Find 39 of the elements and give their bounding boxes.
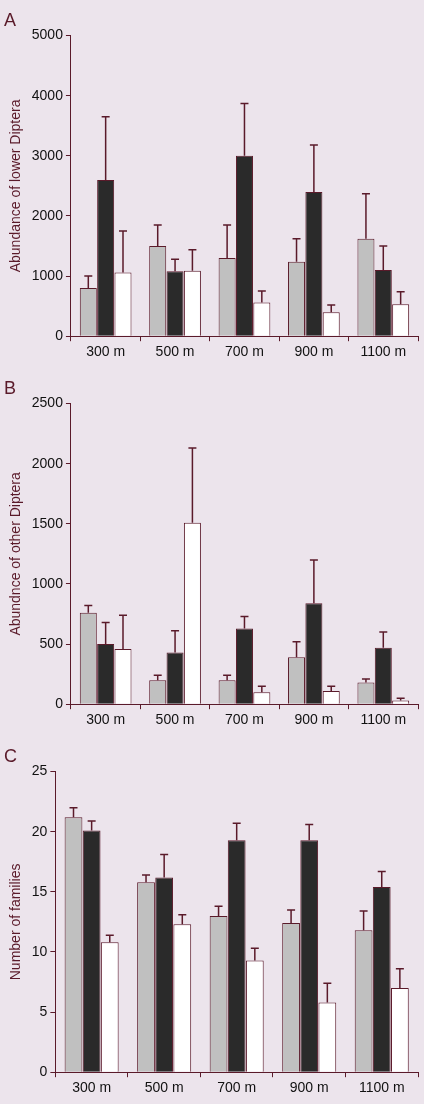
y-tick-label: 0 <box>55 695 64 712</box>
y-axis-title: Abundnce of other Diptera <box>7 471 24 636</box>
x-tick-label: 1100 m <box>360 711 407 728</box>
y-tick-label: 500 <box>39 634 64 651</box>
y-axis-title: Abundance of lower Diptera <box>7 99 24 273</box>
y-tick-label: 15 <box>31 882 48 899</box>
x-tick-label: 500 m <box>144 1079 184 1096</box>
chart-title: A <box>4 9 17 30</box>
x-tick-label: 300 m <box>86 711 126 728</box>
x-tick-label: 500 m <box>155 711 195 728</box>
y-tick-label: 10 <box>31 942 48 959</box>
y-axis-title: Number of families <box>7 863 24 981</box>
y-tick-label: 0 <box>39 1063 48 1080</box>
y-tick-label: 3000 <box>31 146 64 163</box>
y-tick-label: 2000 <box>31 206 64 223</box>
y-tick-label: 5 <box>39 1002 48 1019</box>
chart-title: C <box>4 745 17 766</box>
chart-title: B <box>4 377 17 398</box>
x-tick-label: 900 m <box>294 343 334 360</box>
y-tick-label: 5000 <box>31 26 64 43</box>
y-tick-label: 1000 <box>31 266 64 283</box>
y-tick-label: 4000 <box>31 86 64 103</box>
x-tick-label: 700 m <box>225 711 264 728</box>
x-tick-label: 700 m <box>217 1079 257 1096</box>
y-tick-label: 20 <box>31 822 48 839</box>
x-tick-label: 300 m <box>86 343 126 360</box>
x-tick-label: 500 m <box>155 343 195 360</box>
y-tick-label: 2500 <box>31 394 64 411</box>
x-tick-label: 1100 m <box>358 1079 405 1096</box>
x-tick-label: 900 m <box>294 711 334 728</box>
y-tick-label: 1500 <box>31 514 64 531</box>
y-tick-label: 0 <box>55 327 64 344</box>
x-tick-label: 900 m <box>289 1079 329 1096</box>
y-tick-label: 2000 <box>31 454 64 471</box>
x-tick-label: 300 m <box>72 1079 112 1096</box>
y-tick-label: 25 <box>31 762 48 779</box>
x-tick-label: 700 m <box>225 343 264 360</box>
y-tick-label: 1000 <box>31 574 64 591</box>
x-tick-label: 1100 m <box>360 343 407 360</box>
